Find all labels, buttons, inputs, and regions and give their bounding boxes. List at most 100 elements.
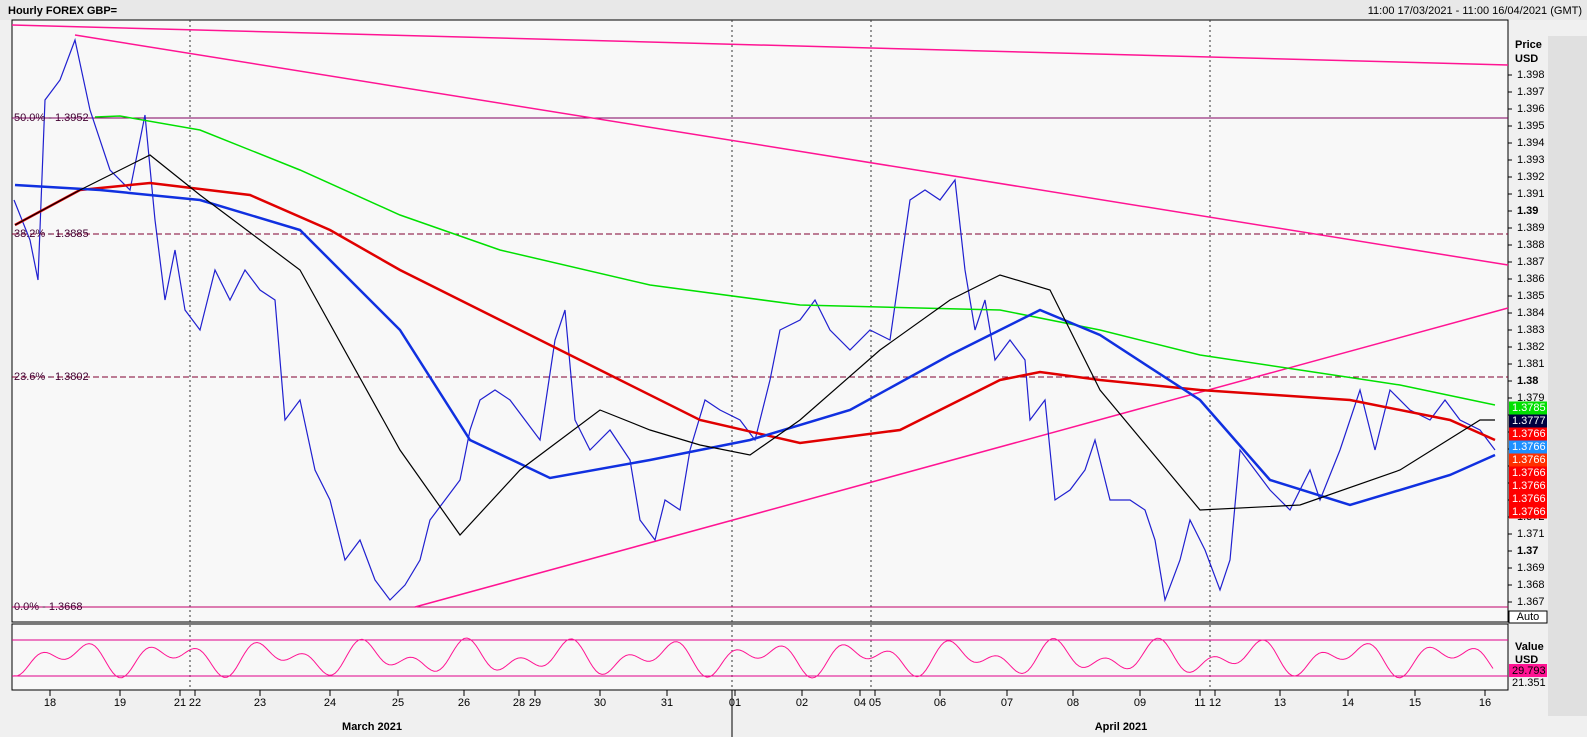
ma-black: [14, 154, 1495, 536]
scrollbar[interactable]: [1548, 36, 1587, 716]
trend-lines: [11, 24, 1509, 608]
x-tick-label: 24: [324, 697, 336, 709]
x-tick-label: 30: [594, 697, 606, 709]
x-tick-label: 08: [1067, 697, 1079, 709]
price-marker-label: 1.3766: [1512, 467, 1546, 479]
x-tick-label: 22: [189, 697, 201, 709]
price-marker: [1509, 479, 1547, 493]
osc-value-box: [1509, 664, 1547, 677]
price-marker-label: 1.3766: [1512, 480, 1546, 492]
price-tick-label: 1.391: [1517, 188, 1545, 200]
ma-green: [94, 115, 1496, 406]
month-label: April 2021: [1095, 721, 1148, 733]
fib-label: 0.0% - 1.3668: [14, 601, 83, 613]
price-marker: [1509, 427, 1547, 441]
x-tick-label: 26: [458, 697, 470, 709]
osc-value: 29.793: [1512, 665, 1546, 677]
auto-button[interactable]: [1508, 610, 1548, 624]
price-axis-title: Price: [1515, 39, 1542, 51]
x-tick-label: 02: [796, 697, 808, 709]
price-tick-label: 1.397: [1517, 86, 1545, 98]
price-tick-label: 1.39: [1517, 205, 1538, 217]
price-tick-label: 1.383: [1517, 324, 1545, 336]
x-tick-label: 21: [174, 697, 186, 709]
price-tick-label: 1.388: [1517, 239, 1545, 251]
price-tick-label: 1.385: [1517, 290, 1545, 302]
price-tick-label: 1.384: [1517, 307, 1545, 319]
price-panel: [11, 19, 1509, 623]
session-lines: [189, 20, 1211, 690]
month-label: March 2021: [342, 721, 402, 733]
x-tick-label: 01: [729, 697, 741, 709]
price-tick-label: 1.382: [1517, 341, 1545, 353]
x-tick-label: 31: [661, 697, 673, 709]
oscillator-line: [13, 637, 1494, 679]
x-tick-label: 11: [1194, 697, 1205, 709]
price-tick-label: 1.396: [1517, 103, 1545, 115]
oscillator-panel: [11, 623, 1509, 691]
price-marker: [1509, 414, 1547, 428]
price-tick-label: 1.38: [1517, 375, 1538, 387]
ma-red: [14, 181, 1496, 445]
price-marker-label: 1.3766: [1512, 441, 1546, 453]
price-marker: [1509, 466, 1547, 480]
price-tick-label: 1.369: [1517, 562, 1545, 574]
ma-blue: [14, 183, 1496, 507]
price-tick-label: 1.371: [1517, 528, 1545, 540]
x-tick-label: 09: [1134, 697, 1146, 709]
price-tick-label: 1.394: [1517, 137, 1545, 149]
x-tick-label: 25: [392, 697, 404, 709]
x-tick-label: 23: [254, 697, 266, 709]
price-marker: [1509, 505, 1547, 519]
price-marker-label: 1.3785: [1512, 402, 1546, 414]
price-tick-label: 1.398: [1517, 69, 1545, 81]
x-tick-label: 28: [513, 697, 525, 709]
price-tick-label: 1.37: [1517, 545, 1538, 557]
header-bar: [0, 0, 1587, 20]
price-marker-label: 1.3777: [1512, 415, 1546, 427]
date-range: 11:00 17/03/2021 - 11:00 16/04/2021 (GMT…: [1368, 5, 1582, 17]
price-tick-label: 1.381: [1517, 358, 1545, 370]
price-tick-label: 1.379: [1517, 392, 1545, 404]
x-tick-label: 19: [114, 697, 126, 709]
x-tick-label: 07: [1001, 697, 1013, 709]
x-tick-label: 18: [44, 697, 56, 709]
x-tick-label: 05: [869, 697, 881, 709]
price-tick-label: 1.389: [1517, 222, 1545, 234]
price-tick-label: 1.393: [1517, 154, 1545, 166]
price-marker: [1509, 492, 1547, 506]
fib-lines: [12, 117, 1508, 608]
fib-label: 23.6% - 1.3802: [14, 371, 89, 383]
x-tick-label: 16: [1479, 697, 1491, 709]
price-tick-label: 1.386: [1517, 273, 1545, 285]
price-tick-label: 1.395: [1517, 120, 1545, 132]
x-tick-label: 14: [1342, 697, 1354, 709]
price-marker: [1509, 453, 1547, 467]
price-marker: [1509, 440, 1547, 454]
osc-value: 21.351: [1512, 677, 1546, 689]
x-tick-label: 15: [1409, 697, 1421, 709]
price-tick-label: 1.387: [1517, 256, 1545, 268]
x-tick-label: 13: [1274, 697, 1286, 709]
price-marker: [1509, 401, 1547, 415]
chart-title: Hourly FOREX GBP=: [8, 5, 117, 17]
price-path: [13, 37, 1496, 603]
price-axis-unit: USD: [1515, 53, 1538, 65]
x-tick-label: 29: [529, 697, 541, 709]
price-marker-label: 1.3766: [1512, 428, 1546, 440]
x-tick-label: 06: [934, 697, 946, 709]
osc-axis-title: Value: [1515, 641, 1544, 653]
price-marker-label: 1.3766: [1512, 506, 1546, 518]
x-tick-label: 12: [1209, 697, 1221, 709]
price-tick-label: 1.368: [1517, 579, 1545, 591]
fib-label: 38.2% - 1.3885: [14, 228, 89, 240]
price-tick-label: 1.392: [1517, 171, 1545, 183]
price-marker-label: 1.3766: [1512, 454, 1546, 466]
osc-axis-unit: USD: [1515, 654, 1538, 666]
x-tick-label: 04: [854, 697, 866, 709]
auto-label: Auto: [1517, 611, 1540, 623]
fib-label: 50.0% - 1.3952: [14, 112, 89, 124]
price-tick-label: 1.367: [1517, 596, 1545, 608]
price-marker-label: 1.3766: [1512, 493, 1546, 505]
